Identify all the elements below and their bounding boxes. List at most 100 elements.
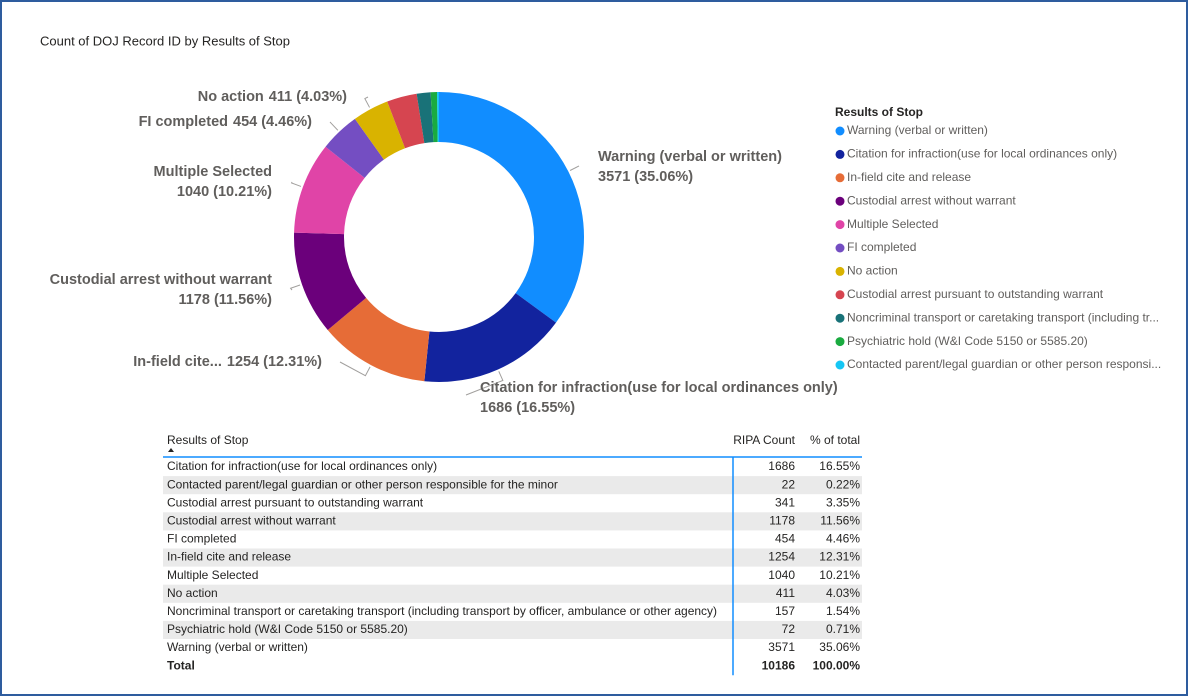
table-cell: 4.03% [826,586,860,600]
donut-slice [437,92,439,143]
legend-marker [835,243,845,253]
legend-label: Psychiatric hold (W&I Code 5150 or 5585.… [847,334,1088,348]
donut-slice [430,92,438,143]
legend-label: Multiple Selected [847,217,938,231]
table-cell: Contacted parent/legal guardian or other… [167,477,558,491]
label-value: 411 (4.03%) [269,89,347,105]
table-cell: 1178 [769,514,795,528]
donut-slice [294,146,365,235]
leader-line [569,165,580,171]
label-name: FI completed [139,114,228,130]
label-value: 1254 (12.31%) [227,354,322,370]
table-header: % of total [810,433,860,447]
leader-line [290,181,302,187]
table-cell: 4.46% [826,532,860,546]
table-cell: Warning (verbal or written) [167,640,308,654]
table-cell: 11.56% [820,514,860,528]
row-shade [163,548,862,567]
legend-marker [835,266,845,276]
label-name: Custodial arrest without warrant [50,272,273,288]
table-cell: 72 [782,622,796,636]
table-cell: 22 [782,477,796,491]
table-cell: 341 [775,495,795,509]
table-cell: 12.31% [819,550,860,564]
donut-slice [387,93,425,149]
table-cell: Custodial arrest pursuant to outstanding… [167,495,424,509]
legend-marker [835,360,845,370]
legend-label: Citation for infraction(use for local or… [847,147,1117,161]
donut-slice [424,293,556,382]
donut-slice [416,92,434,144]
table-cell: 1.54% [826,604,860,618]
table-header: Results of Stop [167,433,249,447]
table-cell: 157 [775,604,795,618]
table-cell: 3571 [768,640,795,654]
label-value: 454 (4.46%) [233,114,312,130]
sort-arrow [168,448,174,452]
legend-marker [835,126,845,136]
donut-slice [439,92,584,323]
legend-marker [835,220,845,230]
row-shade [163,584,862,603]
table-cell: Noncriminal transport or caretaking tran… [167,604,717,618]
data-label: No action 411 (4.03%) [198,89,347,105]
donut-slice [354,101,406,160]
donut-slice [325,118,384,178]
table-total: 100.00% [813,658,861,672]
label-name: In-field cite... [133,354,222,370]
label-name: Citation for infraction(use for local or… [480,380,838,396]
leader-line [289,284,301,291]
data-label: In-field cite... 1254 (12.31%) [133,354,322,370]
leader-line [329,121,339,131]
legend-label: Custodial arrest pursuant to outstanding… [847,287,1104,301]
table-cell: 0.22% [826,477,860,491]
table-cell: 411 [776,586,795,600]
label-value: 1178 (11.56%) [178,292,272,308]
table-cell: No action [167,586,218,600]
table-header: RIPA Count [733,433,795,447]
table-cell: In-field cite and release [167,550,291,564]
leader-line [465,371,504,396]
label-name: Multiple Selected [154,164,272,180]
legend-label: Warning (verbal or written) [847,123,988,137]
table-cell: 10.21% [819,568,860,582]
row-shade [163,476,862,495]
table-cell: 35.06% [819,640,860,654]
leader-line [364,96,371,108]
legend-marker [835,290,845,300]
legend-label: In-field cite and release [847,170,971,184]
label-value: 3571 (35.06%) [598,169,693,185]
table-cell: 3.35% [826,495,860,509]
table-cell: 1040 [768,568,795,582]
table-cell: Citation for infraction(use for local or… [167,459,437,473]
legend-marker [835,173,845,183]
legend-marker [835,196,845,206]
table-cell: Custodial arrest without warrant [167,514,336,528]
data-label: FI completed 454 (4.46%) [139,114,313,130]
donut-slice [327,297,430,382]
label-name: No action [198,89,264,105]
table-total: 10186 [762,658,796,672]
row-shade [163,620,862,639]
legend-marker [835,313,845,323]
legend-label: No action [847,264,898,278]
legend-label: Custodial arrest without warrant [847,193,1016,207]
legend-label: Noncriminal transport or caretaking tran… [847,310,1159,324]
legend-label: Contacted parent/legal guardian or other… [847,357,1161,371]
label-value: 1040 (10.21%) [177,184,272,200]
legend-marker [835,337,845,347]
legend-label: FI completed [847,240,916,254]
table-cell: 16.55% [819,459,860,473]
table-cell: FI completed [167,532,236,546]
table-total: Total [167,658,195,672]
table-cell: Psychiatric hold (W&I Code 5150 or 5585.… [167,622,408,636]
table-cell: 454 [775,532,795,546]
legend-title: Results of Stop [835,105,923,119]
table-cell: 0.71% [826,622,860,636]
label-value: 1686 (16.55%) [480,400,575,416]
table-cell: 1686 [768,459,795,473]
donut-slice [294,232,367,330]
row-shade [163,512,862,531]
